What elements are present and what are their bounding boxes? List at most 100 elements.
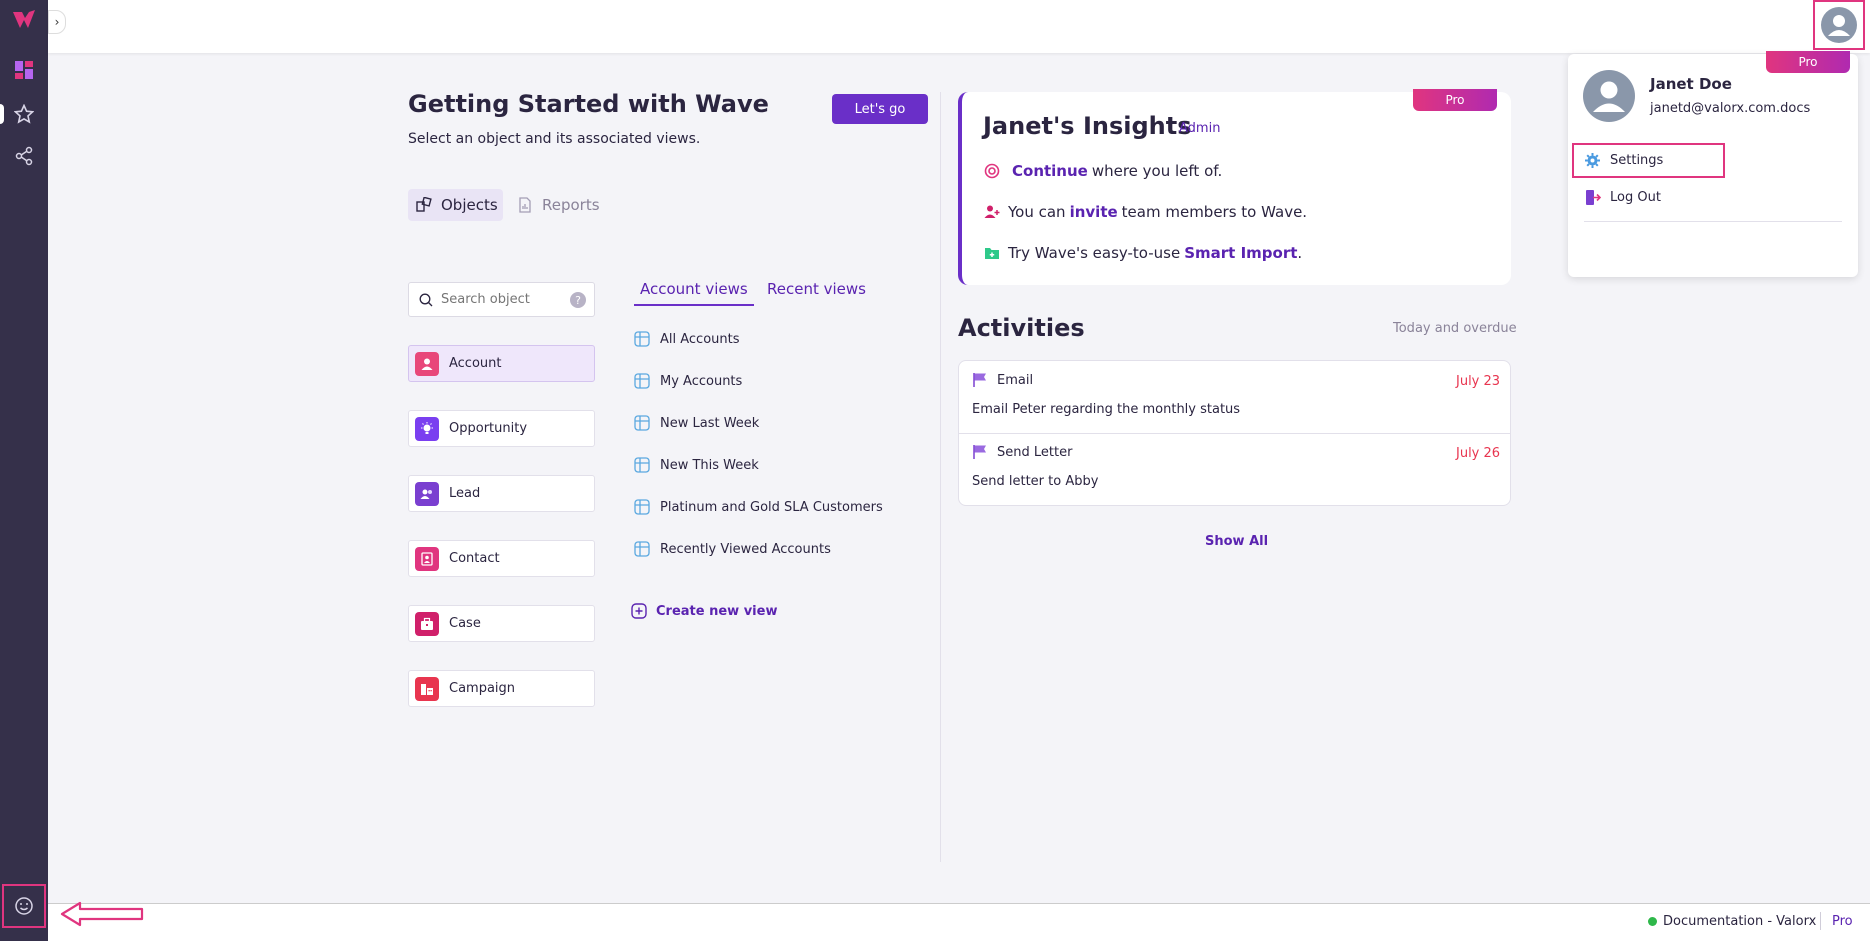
view-label: My Accounts: [660, 373, 743, 389]
invite-link[interactable]: invite: [1069, 203, 1118, 221]
logout-icon: [1586, 190, 1601, 205]
status-dot: [1648, 917, 1657, 926]
insight-invite: You can invite team members to Wave.: [984, 203, 1307, 221]
create-new-view-link[interactable]: Create new view: [631, 603, 777, 619]
activity-type: Email: [997, 372, 1034, 388]
object-item-lead[interactable]: Lead: [408, 475, 595, 512]
briefcase-icon: [415, 611, 439, 636]
lifebuoy-icon: [984, 163, 1000, 179]
object-item-contact[interactable]: Contact: [408, 540, 595, 577]
activity-description: Send letter to Abby: [972, 474, 1099, 489]
lets-go-button[interactable]: Let's go: [832, 94, 928, 124]
profile-avatar-button[interactable]: [1813, 0, 1865, 50]
gear-icon: [1585, 153, 1600, 168]
feedback-button[interactable]: [2, 884, 46, 928]
view-item[interactable]: My Accounts: [634, 373, 742, 389]
activities-title: Activities: [958, 314, 1085, 342]
settings-menu-item[interactable]: Settings: [1572, 143, 1725, 178]
logout-label: Log Out: [1610, 190, 1661, 205]
expand-sidebar-button[interactable]: ›: [48, 10, 66, 34]
flag-icon: [973, 445, 986, 459]
view-item[interactable]: Platinum and Gold SLA Customers: [634, 499, 883, 515]
create-new-view-label: Create new view: [656, 603, 778, 619]
report-icon: [519, 197, 531, 213]
help-icon[interactable]: ?: [570, 292, 586, 308]
smiley-icon: [15, 897, 33, 915]
objects-icon: [416, 197, 432, 212]
activity-type: Send Letter: [997, 444, 1073, 460]
activity-item[interactable]: Email: [972, 372, 1033, 388]
tab-reports-label: Reports: [542, 196, 600, 214]
search-object-input[interactable]: [441, 292, 566, 307]
tab-reports[interactable]: Reports: [515, 189, 605, 221]
view-label: New Last Week: [660, 415, 760, 431]
user-name: Janet Doe: [1650, 75, 1732, 93]
divider: [1820, 912, 1821, 930]
flag-icon: [973, 373, 986, 387]
search-object-field[interactable]: ?: [408, 282, 595, 317]
table-view-icon: [634, 499, 650, 515]
table-view-icon: [634, 331, 650, 347]
activities-filter[interactable]: Today and overdue: [1393, 321, 1517, 336]
logout-menu-item[interactable]: Log Out: [1584, 189, 1661, 206]
activity-item[interactable]: Send Letter: [972, 444, 1072, 460]
status-bar: [48, 903, 1870, 941]
lightbulb-icon: [415, 416, 439, 441]
wave-logo-icon[interactable]: [10, 6, 38, 34]
avatar-icon: [1583, 70, 1635, 122]
object-label: Account: [449, 356, 502, 371]
star-icon[interactable]: [10, 100, 38, 128]
settings-label: Settings: [1610, 153, 1664, 168]
table-view-icon: [634, 457, 650, 473]
account-icon: [415, 351, 439, 376]
object-label: Lead: [449, 486, 481, 501]
search-icon: [419, 293, 433, 306]
smart-import-link[interactable]: Smart Import: [1184, 244, 1298, 262]
user-email: janetd@valorx.com.docs: [1650, 101, 1811, 116]
object-item-campaign[interactable]: Campaign: [408, 670, 595, 707]
object-item-account[interactable]: Account: [408, 345, 595, 382]
view-label: Recently Viewed Accounts: [660, 541, 831, 557]
view-item[interactable]: All Accounts: [634, 331, 740, 347]
view-label: Platinum and Gold SLA Customers: [660, 499, 883, 515]
object-label: Contact: [449, 551, 500, 566]
lead-icon: [415, 481, 439, 506]
pro-badge: Pro: [1766, 51, 1850, 73]
activities-card: [958, 360, 1511, 506]
admin-badge: Admin: [1179, 121, 1221, 136]
plus-circle-icon: [631, 603, 647, 619]
column-divider: [940, 92, 941, 862]
tab-account-views[interactable]: Account views: [634, 280, 754, 306]
table-view-icon: [634, 373, 650, 389]
tab-objects-label: Objects: [441, 196, 498, 214]
contact-icon: [415, 546, 439, 571]
table-view-icon: [634, 415, 650, 431]
view-label: New This Week: [660, 457, 759, 473]
active-indicator: [0, 104, 4, 124]
add-user-icon: [984, 205, 1000, 218]
page-subtitle: Select an object and its associated view…: [408, 131, 701, 147]
object-item-opportunity[interactable]: Opportunity: [408, 410, 595, 447]
continue-link[interactable]: Continue: [1012, 162, 1088, 180]
pro-badge: Pro: [1413, 89, 1497, 111]
object-label: Opportunity: [449, 421, 528, 436]
folder-add-icon: [985, 248, 999, 259]
view-item[interactable]: New Last Week: [634, 415, 759, 431]
menu-divider: [1584, 221, 1842, 222]
pro-label: Pro: [1832, 914, 1853, 929]
insight-continue: Continue where you left of.: [984, 162, 1222, 180]
view-item[interactable]: Recently Viewed Accounts: [634, 541, 831, 557]
share-icon[interactable]: [10, 142, 38, 170]
chevron-right-icon: ›: [54, 15, 60, 29]
object-item-case[interactable]: Case: [408, 605, 595, 642]
tab-recent-views[interactable]: Recent views: [767, 280, 866, 298]
insights-card: [958, 92, 1511, 285]
view-item[interactable]: New This Week: [634, 457, 759, 473]
dashboard-icon[interactable]: [10, 56, 38, 84]
building-icon: [415, 676, 439, 701]
table-view-icon: [634, 541, 650, 557]
tab-objects[interactable]: Objects: [408, 189, 503, 221]
documentation-link[interactable]: Documentation - Valorx: [1663, 914, 1817, 929]
show-all-link[interactable]: Show All: [1205, 534, 1269, 549]
activity-date: July 26: [1456, 446, 1501, 461]
